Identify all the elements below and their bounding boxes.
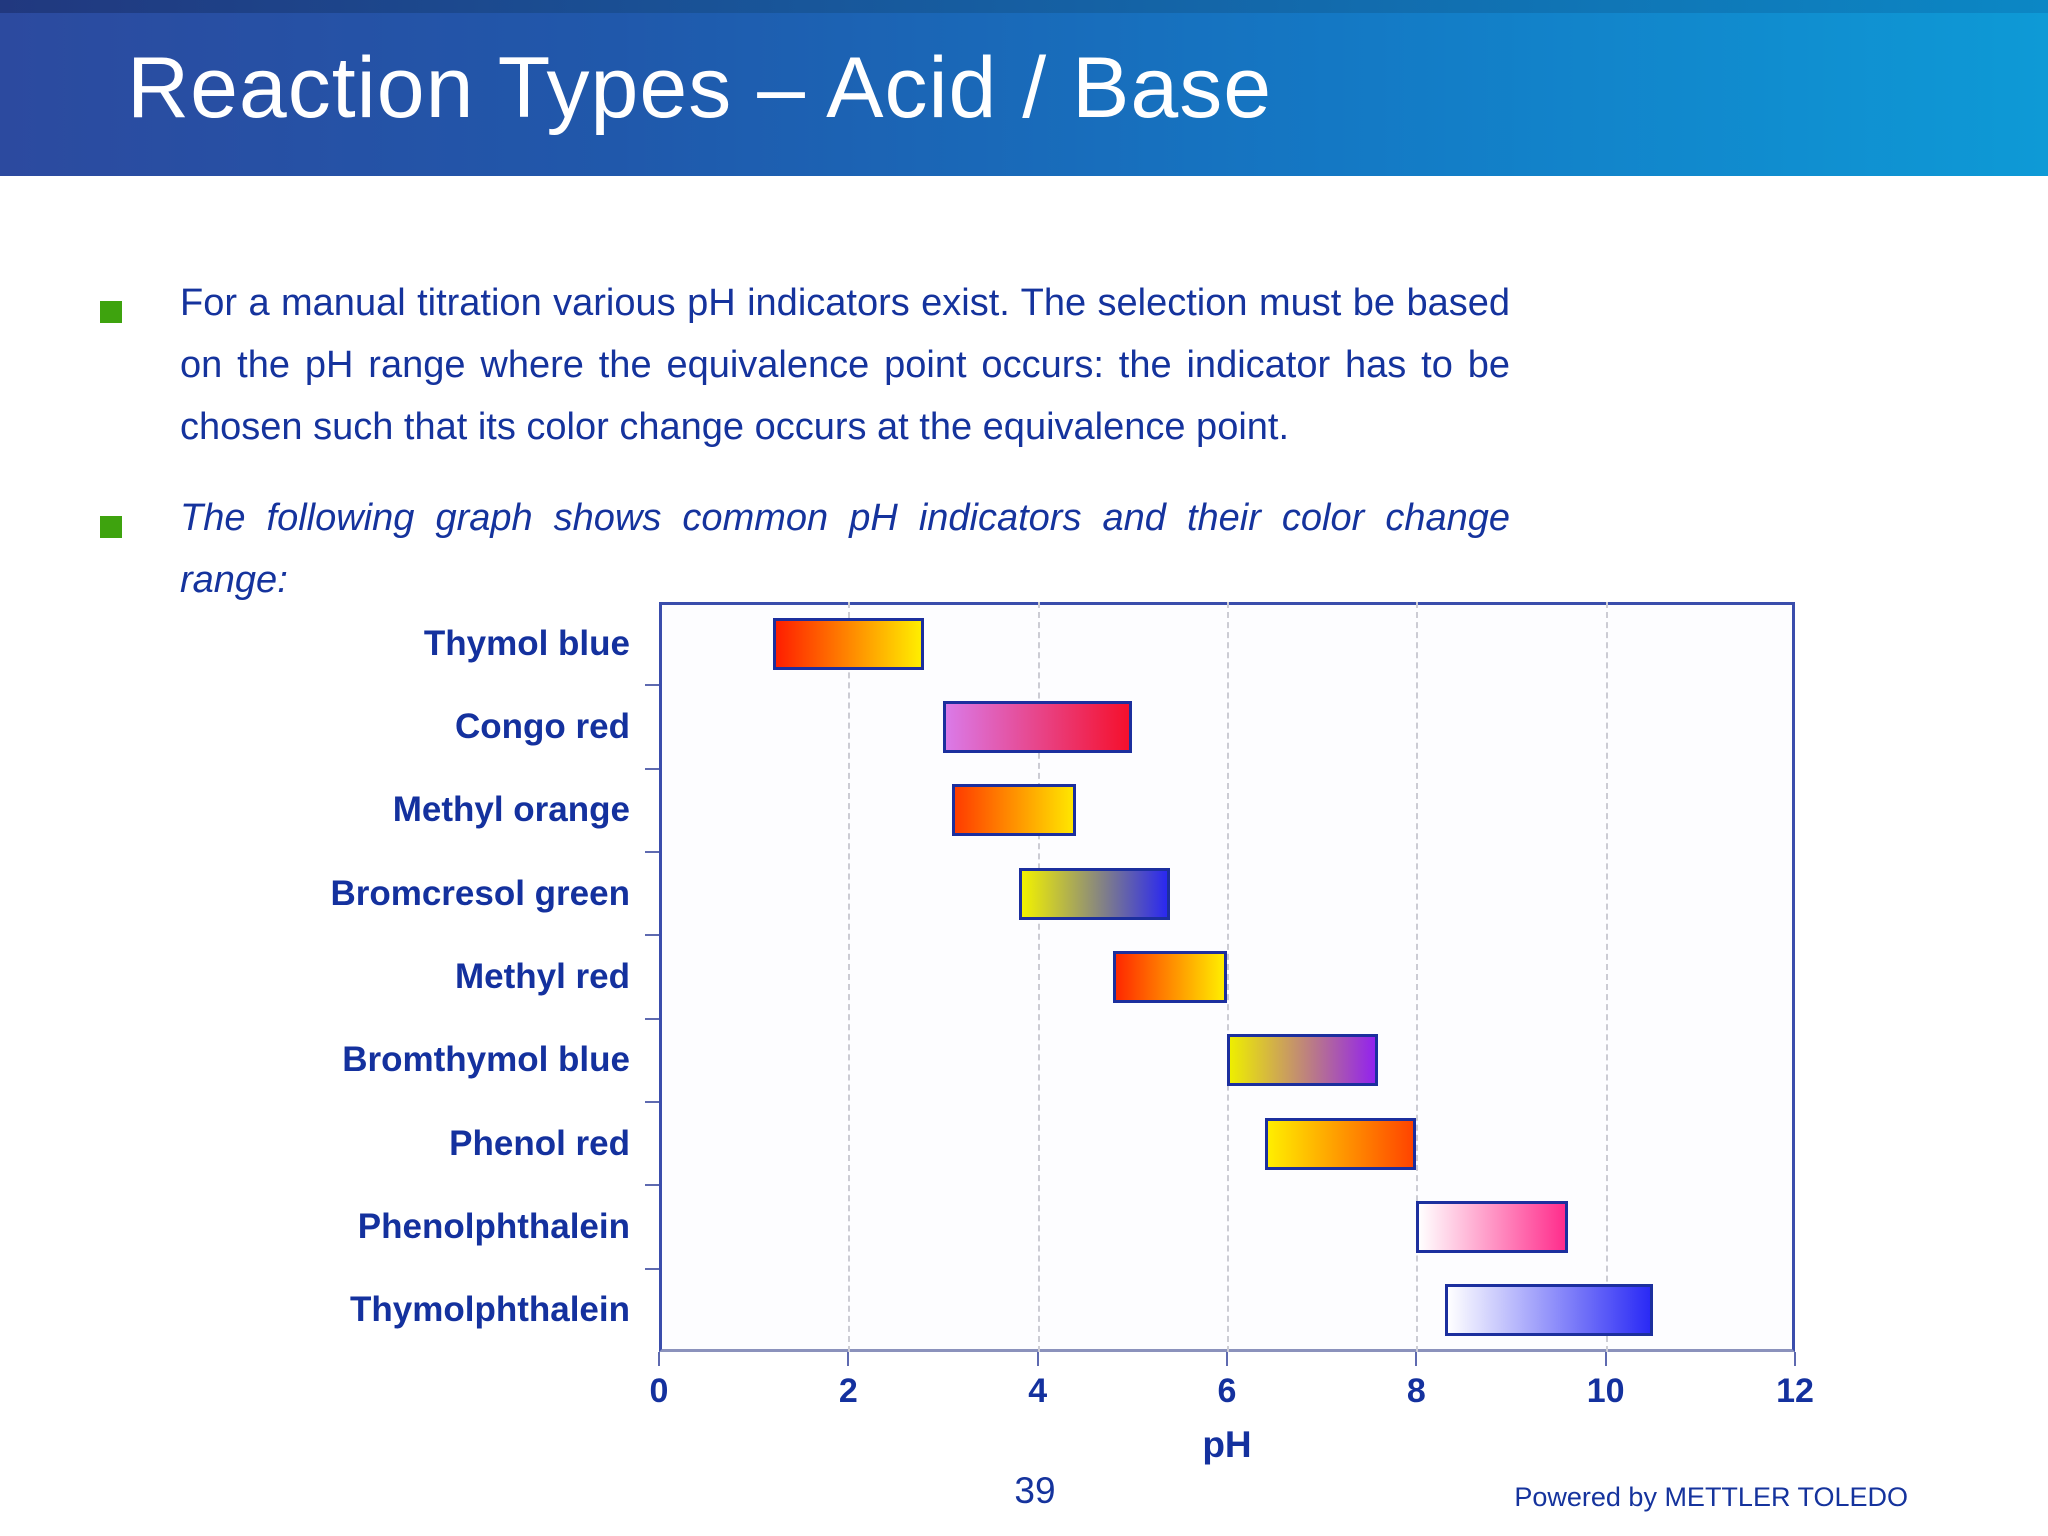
indicator-bar [1227, 1034, 1379, 1087]
slide-header-band: Reaction Types – Acid / Base [0, 0, 2048, 176]
indicator-bar [1416, 1201, 1568, 1253]
bullet-square-icon [100, 516, 122, 538]
indicator-label: Phenolphthalein [357, 1207, 630, 1246]
x-axis-label: pH [1202, 1424, 1252, 1465]
x-axis-tick [1794, 1352, 1796, 1366]
gridline-ph-10 [1605, 602, 1608, 1352]
y-axis-tick [645, 851, 659, 853]
x-tick-label: 10 [1586, 1372, 1625, 1410]
y-axis-tick [645, 934, 659, 937]
indicator-label: Bromcresol green [330, 873, 630, 913]
gridline-ph-4 [1037, 602, 1040, 1352]
x-tick-label: 0 [649, 1372, 669, 1410]
indicator-label: Methyl red [454, 957, 630, 996]
x-axis-tick [847, 1352, 850, 1366]
x-tick-label: 12 [1776, 1372, 1814, 1410]
x-tick-label: 8 [1406, 1372, 1426, 1410]
gridline-ph-8 [1416, 602, 1419, 1352]
x-axis-tick [658, 1352, 660, 1366]
indicator-label: Phenol red [449, 1123, 630, 1163]
indicator-bar [1264, 1117, 1417, 1170]
y-axis-tick [645, 1017, 659, 1020]
indicator-label: Thymolphthalein [350, 1290, 630, 1330]
gridline-ph-6 [1227, 602, 1229, 1352]
page-title: Reaction Types – Acid / Base [127, 40, 1273, 136]
indicator-label: Bromthymol blue [342, 1040, 630, 1080]
x-tick-label: 6 [1217, 1372, 1237, 1410]
indicator-bar [1018, 867, 1171, 920]
gridline-ph-2 [848, 602, 851, 1352]
indicator-bar [952, 784, 1076, 837]
x-tick-label: 4 [1028, 1372, 1048, 1410]
indicator-bar [772, 617, 925, 670]
indicator-label: Thymol blue [423, 623, 630, 663]
bullet-square-icon [100, 301, 122, 323]
powered-by-footer: Powered by METTLER TOLEDO [1514, 1482, 1908, 1512]
y-axis-tick [645, 1184, 659, 1187]
bullet-paragraph-1: For a manual titration various pH indica… [180, 282, 1510, 448]
indicator-bar [943, 701, 1133, 753]
y-axis-tick [645, 1101, 659, 1103]
indicator-bar [1113, 951, 1227, 1003]
y-axis-tick [645, 684, 659, 687]
indicator-label: Methyl orange [392, 790, 630, 830]
x-axis-tick [1604, 1352, 1607, 1366]
y-axis-tick [645, 767, 659, 770]
page-number: 39 [1014, 1470, 1056, 1511]
x-tick-label: 2 [838, 1372, 858, 1410]
indicator-label: Congo red [455, 707, 630, 746]
indicator-bar [1444, 1284, 1653, 1337]
x-axis-tick [1415, 1352, 1418, 1366]
x-axis-tick [1226, 1352, 1228, 1366]
bullet-paragraph-2: The following graph shows common pH indi… [180, 497, 1510, 601]
x-axis-tick [1036, 1352, 1039, 1366]
y-axis-tick [645, 1267, 659, 1270]
